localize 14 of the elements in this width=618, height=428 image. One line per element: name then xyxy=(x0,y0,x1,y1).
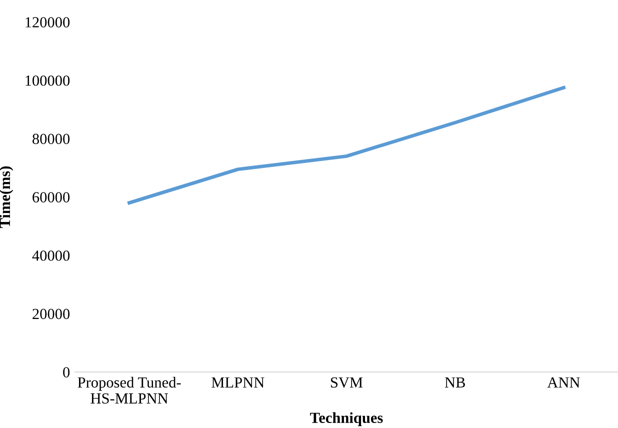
y-tick-label: 60000 xyxy=(32,192,70,202)
y-tick-label: 100000 xyxy=(26,75,70,86)
line-series xyxy=(128,86,566,205)
y-tick-label: 80000 xyxy=(32,134,70,144)
x-axis-title: Techniques xyxy=(310,412,383,426)
x-tick-label: ANN xyxy=(547,377,580,388)
x-tick-label: MLPNN xyxy=(212,377,264,388)
y-tick-label: 120000 xyxy=(26,17,70,28)
x-tick-label: NB xyxy=(444,377,465,388)
y-tick-label: 20000 xyxy=(32,308,70,320)
y-tick-label: 40000 xyxy=(32,250,70,261)
y-tick-label: 0 xyxy=(63,367,70,378)
x-tick-label: Proposed Tuned- HS-MLPNN xyxy=(78,376,181,404)
x-tick-label: SVM xyxy=(330,377,363,388)
